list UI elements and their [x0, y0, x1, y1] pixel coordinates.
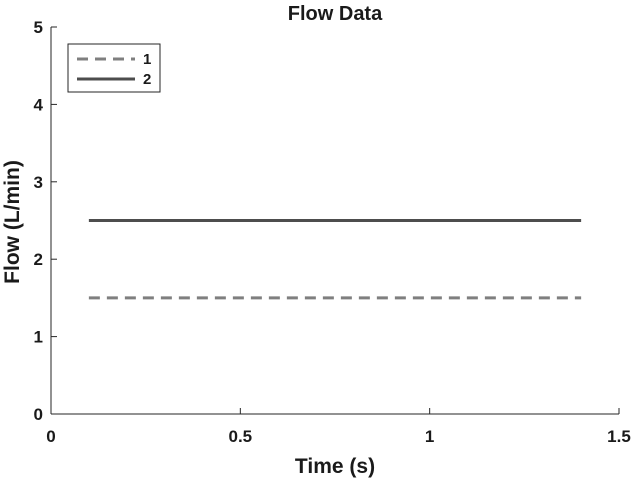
- y-tick-label: 1: [34, 328, 43, 347]
- y-axis-title: Flow (L/min): [1, 160, 24, 284]
- x-tick-label: 0: [46, 427, 55, 446]
- x-tick-label: 0.5: [229, 427, 253, 446]
- legend-label-2: 2: [143, 71, 151, 88]
- chart-title: Flow Data: [288, 3, 383, 25]
- x-axis-title: Time (s): [295, 455, 375, 478]
- series-group: [88, 219, 582, 300]
- legend-box: [67, 43, 161, 93]
- y-tick-label: 2: [34, 250, 43, 269]
- y-tick-label: 4: [34, 95, 44, 114]
- x-tick-label: 1: [425, 427, 434, 446]
- x-tick-label: 1.5: [607, 427, 631, 446]
- legend: 12: [67, 43, 161, 93]
- legend-label-1: 1: [143, 51, 151, 68]
- y-tick-label: 5: [34, 18, 43, 37]
- y-tick-label: 3: [34, 173, 43, 192]
- y-tick-label: 0: [34, 405, 43, 424]
